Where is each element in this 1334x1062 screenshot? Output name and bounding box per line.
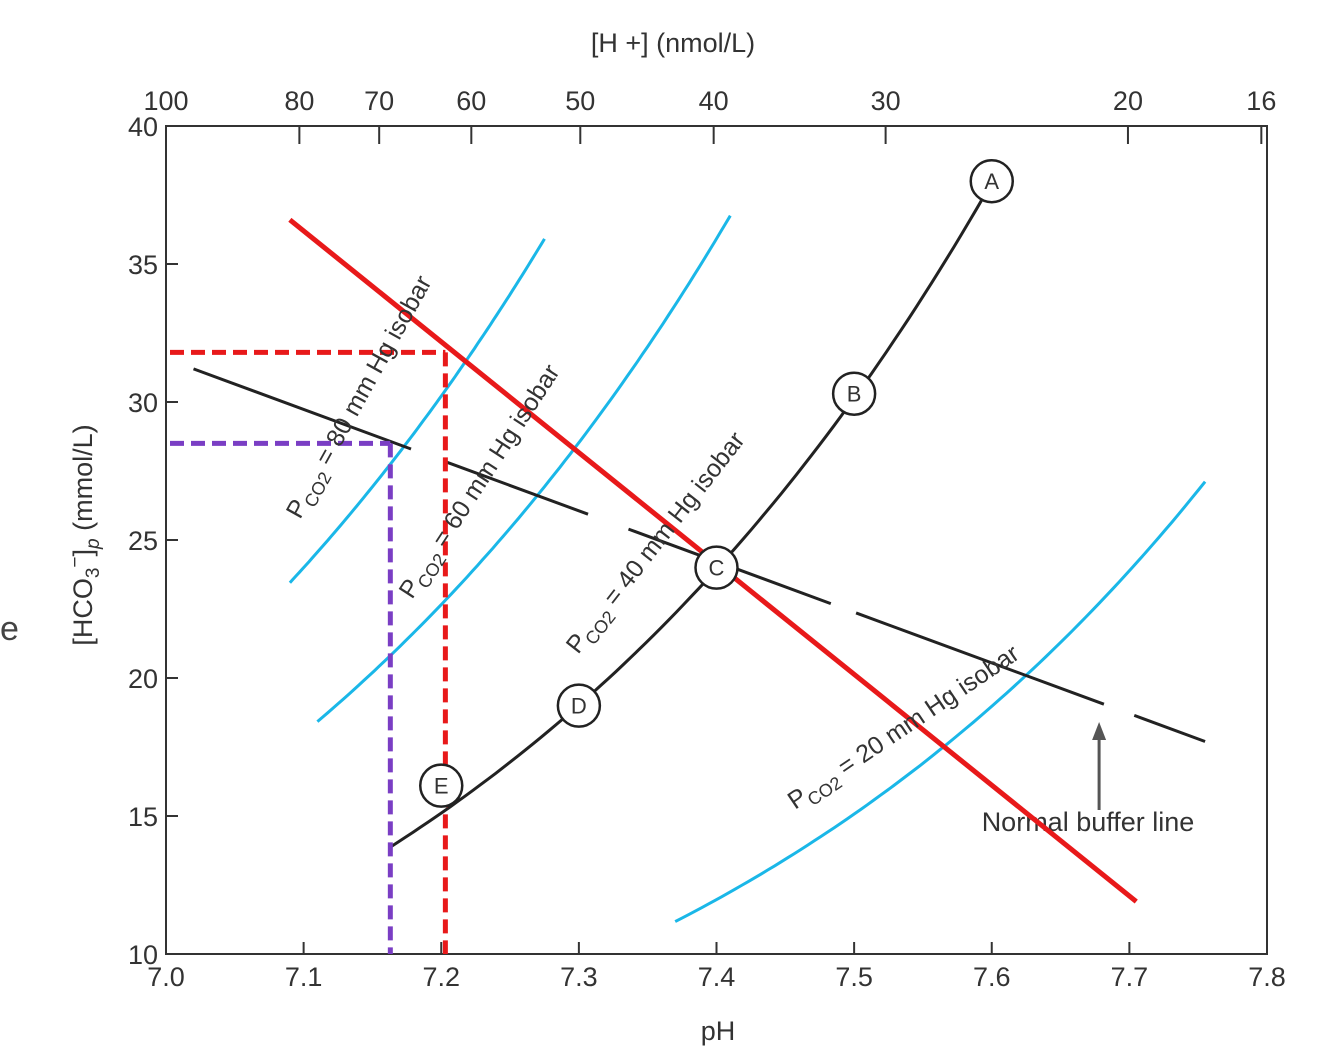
top-tick-label: 40	[699, 86, 729, 116]
normal-buffer-line-segment	[193, 367, 412, 451]
isobar-20-label: PCO2 = 20 mm Hg isobar	[783, 639, 1027, 819]
isobar-20-curve	[674, 480, 1207, 923]
x-axis-title: pH	[701, 1016, 736, 1046]
y-tick-label: 15	[128, 802, 158, 832]
point-C-label: C	[709, 556, 725, 581]
isobar-80-curve	[288, 238, 546, 584]
point-D-marker	[556, 683, 602, 728]
top-tick-label: 16	[1246, 86, 1276, 116]
dashed-guides	[170, 349, 448, 954]
normal-buffer-line-segment	[855, 611, 1105, 706]
point-A-label: A	[984, 169, 999, 194]
x-tick-label: 7.8	[1248, 962, 1286, 992]
y-tick-label: 30	[128, 388, 158, 418]
isobar-80-label: PCO2 = 80 mm Hg isobar	[281, 271, 442, 525]
normal-buffer-line-group: Normal buffer line	[193, 367, 1206, 837]
y-tick-label: 40	[128, 112, 158, 142]
y-tick-label: 35	[128, 250, 158, 280]
top-tick-label: 20	[1113, 86, 1143, 116]
x-tick-label: 7.3	[560, 962, 598, 992]
y-axis-title: [HCO3−]p (mmol/L)	[65, 424, 104, 645]
isobar-curves	[288, 181, 1207, 923]
x-tick-label: 7.7	[1111, 962, 1149, 992]
point-B-label: B	[847, 382, 862, 407]
top-tick-label: 100	[143, 86, 188, 116]
buffer-line-label: Normal buffer line	[982, 807, 1195, 837]
point-E-marker	[419, 763, 464, 808]
isobar-60-label: PCO2 = 60 mm Hg isobar	[394, 359, 570, 606]
top-axis-title: [H +] (nmol/L)	[591, 28, 755, 58]
top-tick-label: 60	[456, 86, 486, 116]
top-tick-label: 50	[565, 86, 595, 116]
point-A-marker	[969, 158, 1014, 204]
point-E-label: E	[434, 774, 449, 799]
marked-points: A B C D E	[419, 158, 1014, 808]
top-tick-label: 30	[871, 86, 901, 116]
x-tick-label: 7.1	[285, 962, 323, 992]
x-tick-label: 7.0	[147, 962, 185, 992]
isobar-40-curve	[389, 181, 993, 849]
top-tick-label: 70	[364, 86, 394, 116]
x-tick-label: 7.2	[422, 962, 460, 992]
y-tick-label: 25	[128, 526, 158, 556]
y-tick-label: 20	[128, 664, 158, 694]
axis-texts: [H +] (nmol/L) pH [HCO3−]p (mmol/L) e	[0, 28, 755, 1046]
normal-buffer-line-segment	[445, 460, 589, 516]
top-tick-label: 80	[284, 86, 314, 116]
buffer-line-arrowhead	[1092, 722, 1107, 740]
axes: 7.0 7.1 7.2 7.3 7.4 7.5 7.6 7.7 7.8 10 15 20 25 30 35 4…	[128, 86, 1286, 992]
x-tick-label: 7.6	[973, 962, 1011, 992]
x-tick-label: 7.5	[835, 962, 873, 992]
point-D-label: D	[571, 694, 587, 719]
y-tick-label: 10	[128, 940, 158, 970]
point-B-marker	[831, 371, 877, 416]
cropped-edge-glyph: e	[0, 610, 19, 648]
point-C-marker	[694, 545, 739, 590]
isobar-60-curve	[316, 214, 732, 723]
normal-buffer-line-segment	[1133, 713, 1206, 743]
x-tick-label: 7.4	[698, 962, 736, 992]
